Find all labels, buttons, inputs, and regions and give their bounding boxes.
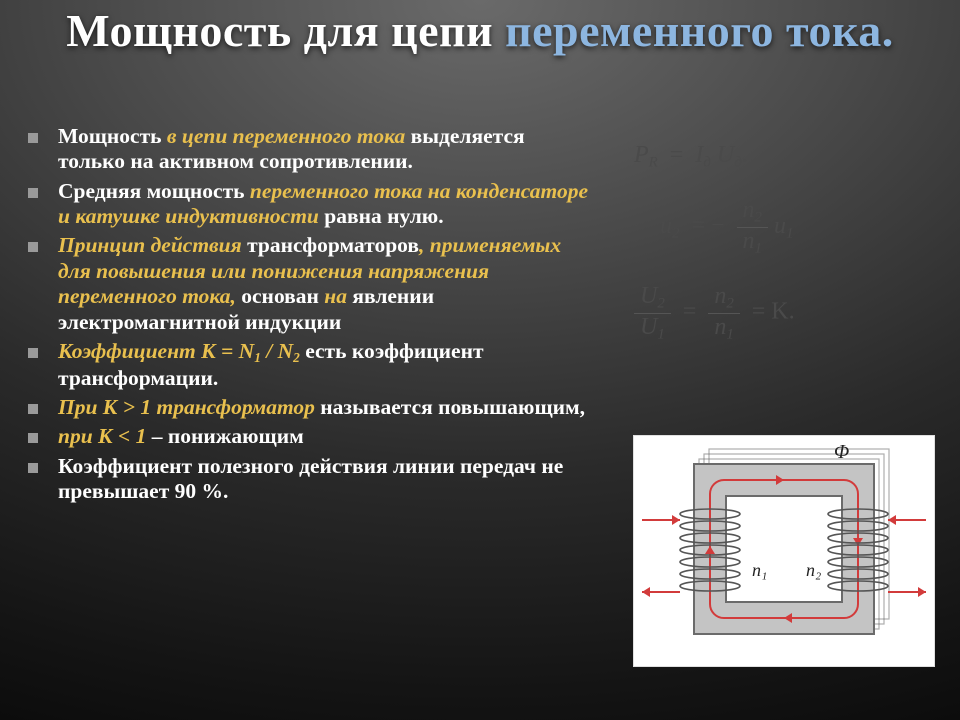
bullet-run: 2 — [293, 350, 300, 365]
formula-panel: PR = Iд Uд. u2 = − n2 n1 u1 U2 U1 = n2 n… — [634, 132, 904, 369]
bullet-list: Мощность в цепи переменного тока выделяе… — [28, 124, 588, 504]
bullet-run: Принцип действия — [58, 233, 242, 257]
bullet-run: , — [580, 395, 585, 419]
bullet-run: повышающим — [438, 395, 580, 419]
bullet-run: Средняя мощность — [58, 179, 245, 203]
bullet-run: понижающим — [168, 424, 304, 448]
bullet-item: при К < 1 – понижающим — [28, 424, 588, 449]
title-word: Мощность для цепи — [66, 5, 493, 56]
bullet-run: . — [408, 149, 413, 173]
bullet-run: основан — [236, 284, 324, 308]
formula-ratio: U2 U1 = n2 n1 = K. — [634, 283, 904, 343]
slide-title: Мощность для цепи переменного тока. — [0, 0, 960, 56]
title-word: переменного тока. — [505, 5, 894, 56]
bullet-run: Коэффициент полезного действия линии пер… — [58, 454, 563, 503]
bullet-run: Коэффициент К = N — [58, 339, 254, 363]
bullet-run: . — [213, 366, 218, 390]
bullet-run: – — [146, 424, 168, 448]
bullet-run: / N — [261, 339, 293, 363]
bullet-run: равна нулю — [319, 204, 438, 228]
bullet-run: при К < 1 — [58, 424, 146, 448]
bullet-run: есть — [300, 339, 352, 363]
bullet-run: называется — [315, 395, 438, 419]
svg-text:n₁: n₁ — [752, 560, 767, 580]
transformer-figure: Φn₁ n₂ — [634, 436, 934, 666]
formula-power: PR = Iд Uд. — [634, 142, 904, 171]
svg-text:Φ: Φ — [834, 441, 849, 463]
bullet-run: . — [438, 204, 443, 228]
bullet-run: на — [324, 284, 352, 308]
bullet-run: 1 — [254, 350, 261, 365]
bullet-run: в цепи переменного тока — [162, 124, 406, 148]
bullet-list-container: Мощность в цепи переменного тока выделяе… — [28, 124, 588, 508]
bullet-run: Мощность — [58, 124, 162, 148]
bullet-item: При К > 1 трансформатор называется повыш… — [28, 395, 588, 420]
transformer-svg: Φn₁ n₂ — [634, 436, 934, 666]
bullet-item: Средняя мощность переменного тока на кон… — [28, 179, 588, 230]
bullet-item: Коэффициент К = N1 / N2 есть коэффициент… — [28, 339, 588, 391]
bullet-item: Принцип действия трансформаторов, примен… — [28, 233, 588, 334]
bullet-item: Коэффициент полезного действия линии пер… — [28, 454, 588, 505]
bullet-run: При К > 1 трансформатор — [58, 395, 315, 419]
svg-text:n₂: n₂ — [806, 560, 821, 580]
bullet-run: трансформаторов — [242, 233, 419, 257]
formula-u2: u2 = − n2 n1 u1 — [660, 197, 904, 257]
bullet-run: активном сопротивлении — [154, 149, 408, 173]
bullet-item: Мощность в цепи переменного тока выделяе… — [28, 124, 588, 175]
